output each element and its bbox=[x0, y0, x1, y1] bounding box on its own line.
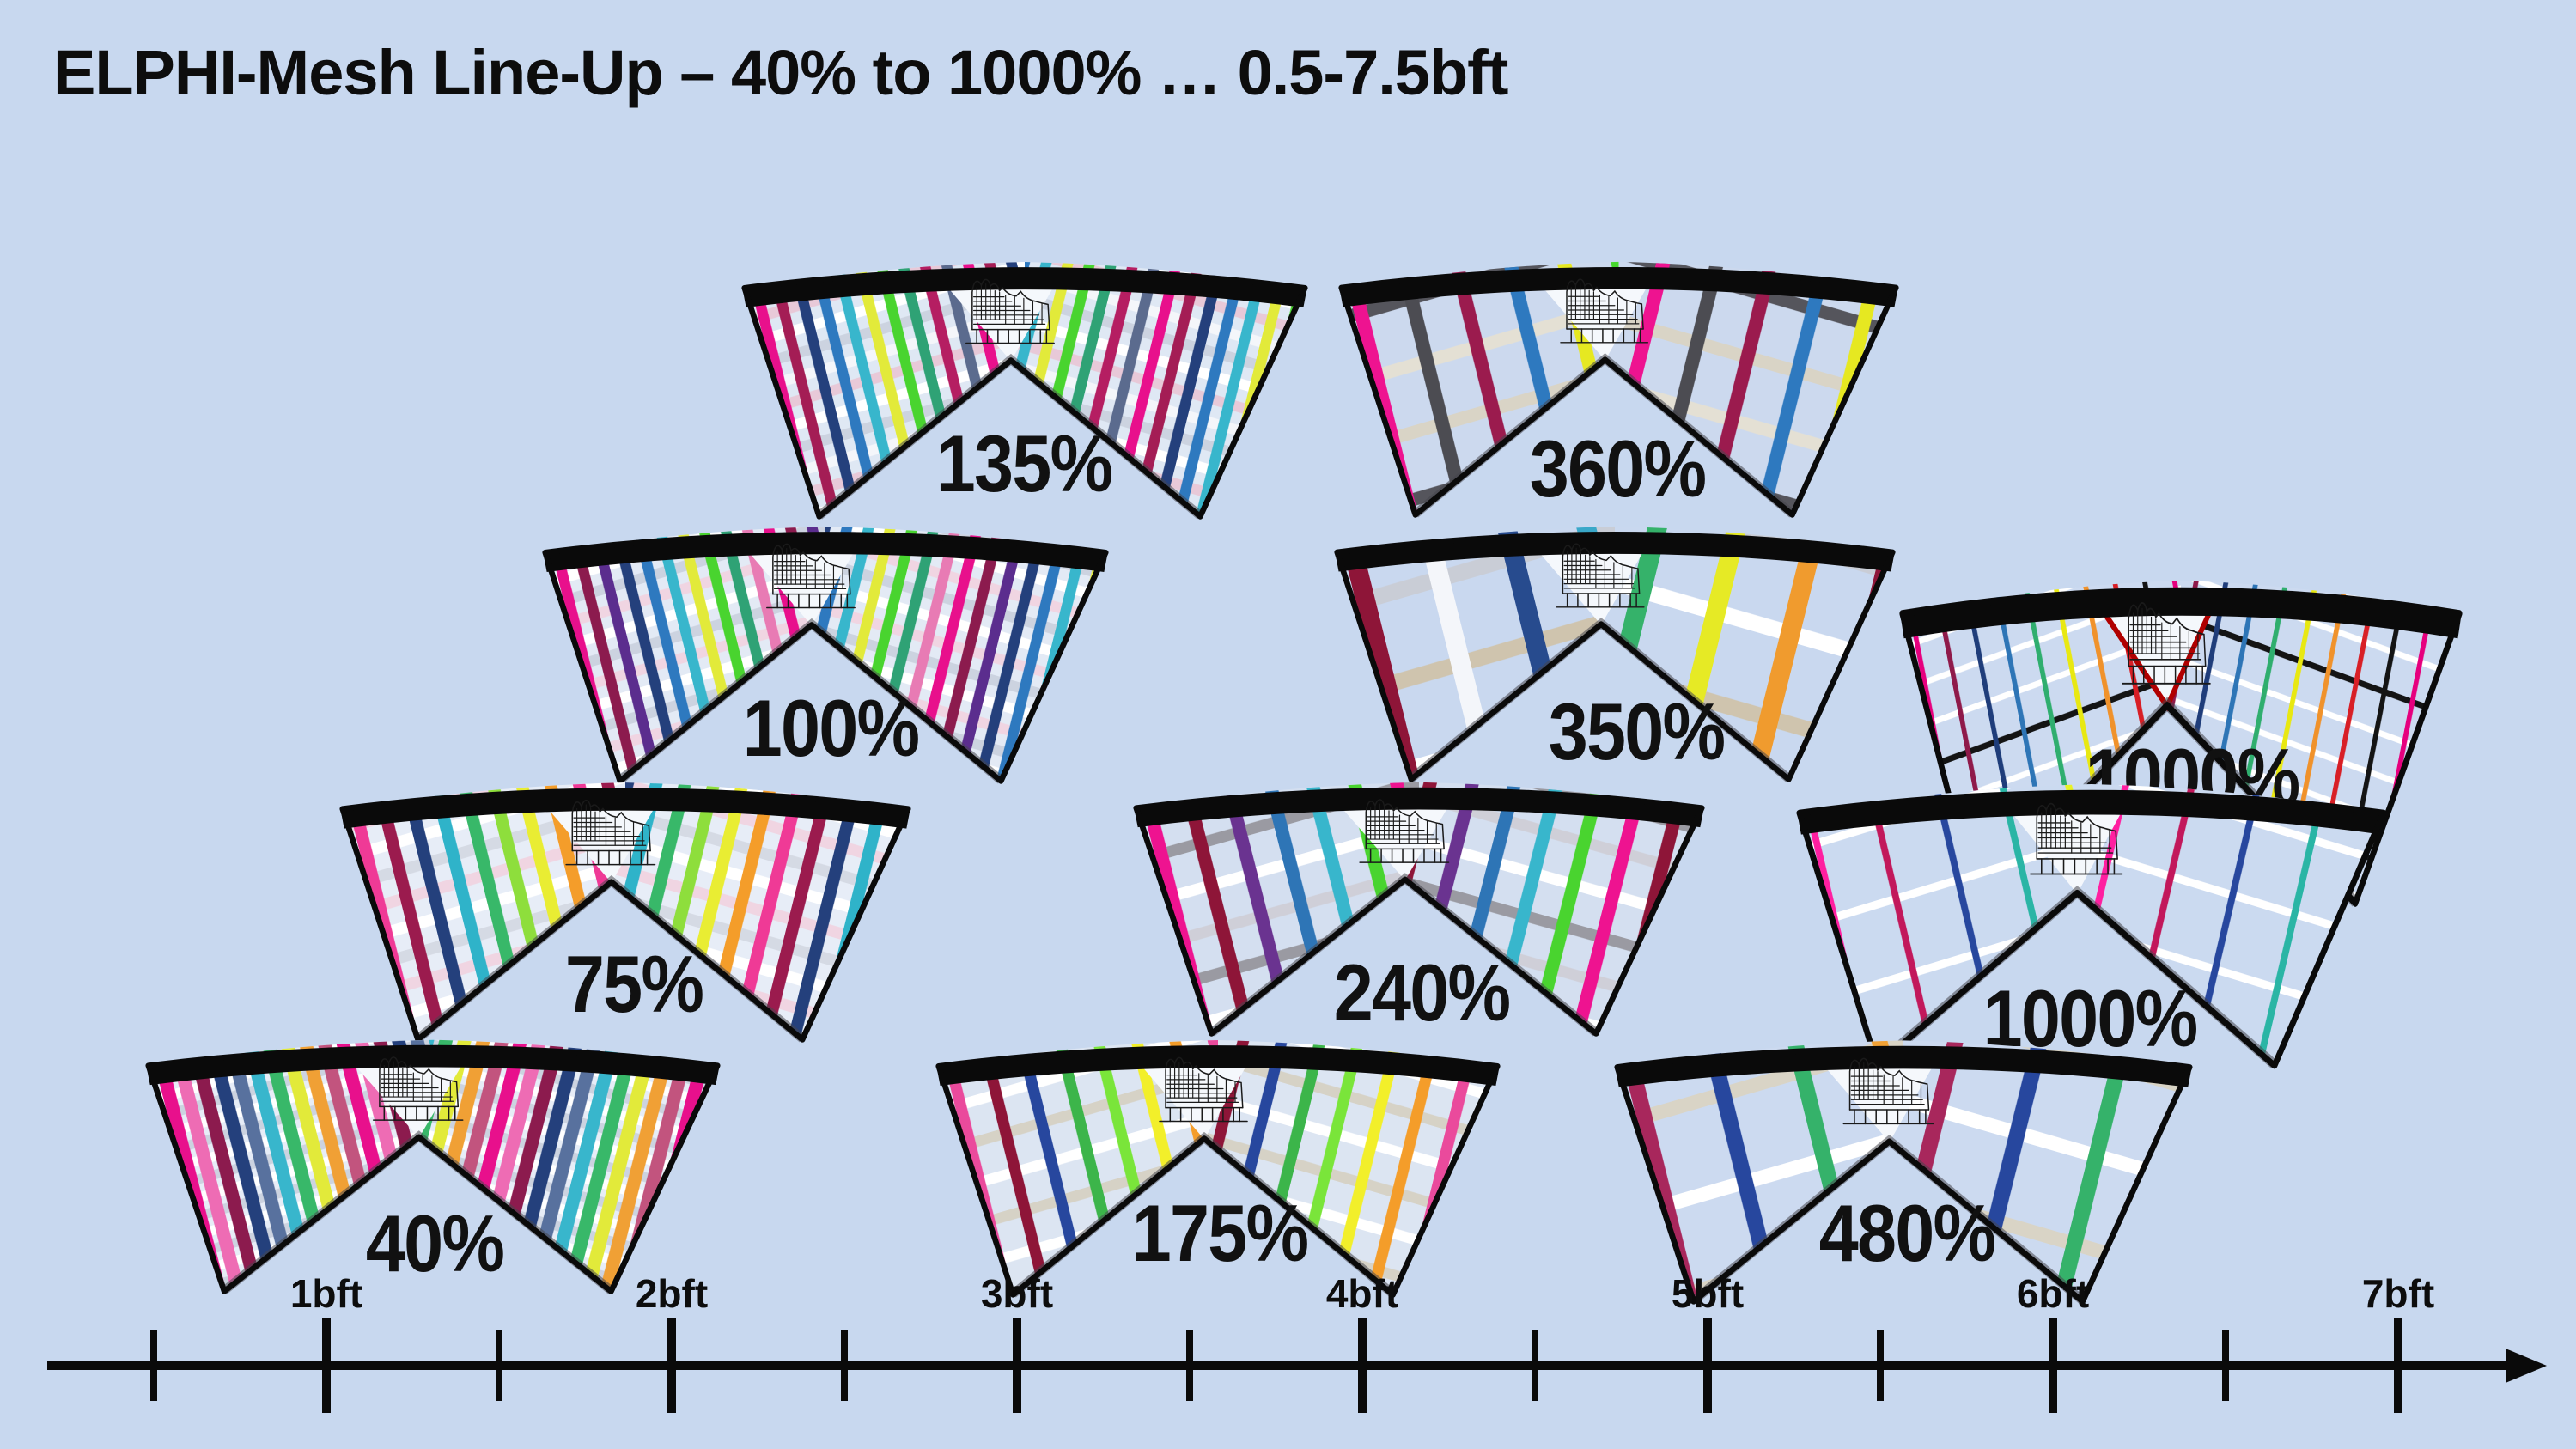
kite-size-label-100: 100% bbox=[742, 683, 920, 773]
kite-graphic-350 bbox=[1334, 526, 1896, 782]
axis-label-2bft: 2bft bbox=[636, 1271, 708, 1316]
axis-label-5bft: 5bft bbox=[1672, 1271, 1744, 1316]
axis-label-1bft: 1bft bbox=[290, 1271, 362, 1316]
kite-size-label-75: 75% bbox=[564, 939, 704, 1029]
kite-size-label-40: 40% bbox=[365, 1198, 505, 1288]
kite-40 bbox=[144, 1024, 722, 1297]
kite-graphic-75 bbox=[339, 782, 911, 1043]
kite-graphic-1000b bbox=[1796, 783, 2387, 1069]
kite-size-label-175: 175% bbox=[1131, 1188, 1309, 1278]
kite-size-label-350: 350% bbox=[1548, 686, 1726, 776]
axis-label-4bft: 4bft bbox=[1326, 1271, 1398, 1316]
kite-size-label-240: 240% bbox=[1333, 947, 1511, 1038]
kite-350 bbox=[1333, 510, 1897, 785]
axis-label-7bft: 7bft bbox=[2362, 1271, 2434, 1316]
kite-graphic-480 bbox=[1614, 1040, 2193, 1305]
kite-graphic-240 bbox=[1133, 782, 1705, 1037]
page-title: ELPHI-Mesh Line-Up – 40% to 1000% … 0.5-… bbox=[53, 37, 1508, 108]
kite-360 bbox=[1337, 246, 1900, 521]
kite-size-label-360: 360% bbox=[1529, 423, 1707, 514]
axis-label-6bft: 6bft bbox=[2017, 1271, 2089, 1316]
kite-size-label-135: 135% bbox=[935, 418, 1113, 508]
kite-175 bbox=[935, 1024, 1501, 1300]
kite-graphic-175 bbox=[935, 1039, 1501, 1298]
kite-480 bbox=[1613, 1024, 2194, 1307]
kite-75 bbox=[338, 766, 912, 1045]
kite-1000b bbox=[1795, 766, 2388, 1072]
axis-arrowhead bbox=[2506, 1349, 2547, 1383]
kite-100 bbox=[541, 510, 1110, 787]
kite-size-label-480: 480% bbox=[1818, 1188, 1996, 1278]
kite-graphic-360 bbox=[1338, 261, 1899, 518]
axis-label-3bft: 3bft bbox=[981, 1271, 1053, 1316]
kite-graphic-100 bbox=[542, 526, 1109, 784]
kite-135 bbox=[740, 246, 1309, 522]
kite-graphic-40 bbox=[145, 1039, 721, 1294]
kite-graphic-135 bbox=[741, 261, 1308, 520]
kite-240 bbox=[1132, 766, 1706, 1039]
